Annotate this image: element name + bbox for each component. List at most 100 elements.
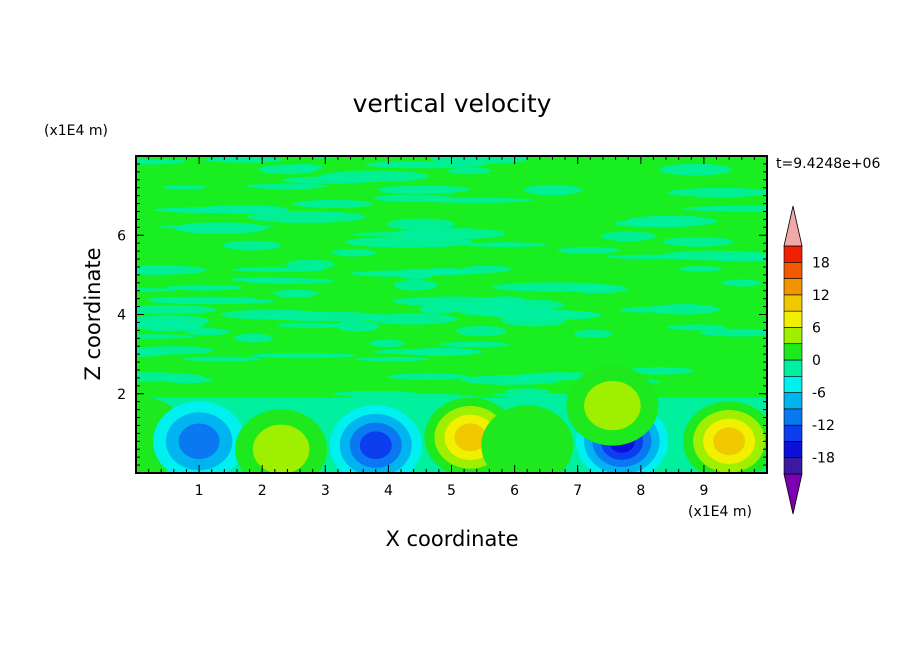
colorbar-tick-label: 6 xyxy=(812,320,821,336)
texture-streak xyxy=(136,334,196,339)
texture-streak xyxy=(386,373,470,380)
texture-streak xyxy=(222,240,282,251)
texture-streak xyxy=(484,299,565,311)
contour-level xyxy=(252,424,310,473)
texture-streak xyxy=(165,284,242,291)
contour-level xyxy=(359,431,392,460)
texture-streak xyxy=(464,242,548,248)
texture-streak xyxy=(162,376,213,384)
x-axis-title: X coordinate xyxy=(385,527,518,551)
texture-streak xyxy=(646,304,720,315)
colorbar-tick-label: 18 xyxy=(812,255,830,271)
y-tick-label: 4 xyxy=(117,308,126,324)
texture-streak xyxy=(174,222,267,235)
colorbar-tick-label: 0 xyxy=(812,353,821,369)
colorbar-segment xyxy=(783,245,803,263)
texture-streak xyxy=(699,328,767,337)
texture-streak xyxy=(248,353,357,359)
texture-streak xyxy=(605,254,694,260)
texture-streak xyxy=(332,390,419,397)
texture-streak xyxy=(416,197,534,203)
texture-streak xyxy=(431,156,529,164)
colorbar-segment xyxy=(783,359,803,377)
x-tick-label: 8 xyxy=(636,483,645,499)
texture-streak xyxy=(666,324,727,331)
texture-streak xyxy=(463,265,512,273)
updraft-cell xyxy=(235,409,328,473)
contour-level xyxy=(178,423,220,460)
colorbar-segment xyxy=(783,278,803,296)
texture-streak xyxy=(354,357,429,362)
texture-streak xyxy=(461,375,563,385)
texture-streak xyxy=(600,231,656,242)
y-axis-title: Z coordinate xyxy=(81,247,105,380)
texture-streak xyxy=(523,184,582,196)
texture-streak xyxy=(368,339,405,348)
x-tick-label: 5 xyxy=(447,483,456,499)
colorbar-segment xyxy=(783,343,803,361)
x-axis-ticks: 1 2 3 4 5 6 7 8 9 xyxy=(135,156,768,499)
texture-streak xyxy=(682,205,767,212)
texture-streak xyxy=(369,313,458,325)
colorbar-tick-label: 12 xyxy=(812,288,830,304)
texture-streak xyxy=(625,215,717,227)
x-tick-label: 4 xyxy=(384,483,393,499)
x-tick-label: 6 xyxy=(510,483,519,499)
y-unit-label: (x1E4 m) xyxy=(44,123,108,139)
x-tick-label: 1 xyxy=(195,483,204,499)
texture-streak xyxy=(373,348,485,355)
updraft-cell xyxy=(566,365,659,446)
texture-streak xyxy=(136,265,207,275)
colorbar-tick-label: -12 xyxy=(812,418,835,434)
texture-streak xyxy=(396,268,435,279)
texture-streak xyxy=(569,284,628,294)
colorbar-max-triangle xyxy=(783,205,803,247)
contour-level xyxy=(713,427,746,456)
colorbar-segment xyxy=(783,294,803,312)
texture-streak xyxy=(136,158,187,165)
texture-streak xyxy=(247,211,366,223)
texture-streak xyxy=(557,246,620,254)
texture-streak xyxy=(286,259,335,270)
texture-streak xyxy=(136,305,217,315)
texture-streak xyxy=(440,341,510,348)
downdraft-cell xyxy=(153,401,246,473)
colorbar-segment xyxy=(783,424,803,442)
texture-streak xyxy=(504,388,550,395)
texture-streak xyxy=(184,328,230,336)
texture-streak xyxy=(336,320,380,332)
contour-level xyxy=(481,405,574,473)
colorbar-min-triangle xyxy=(783,473,803,515)
texture-streak xyxy=(344,236,474,248)
texture-streak xyxy=(331,248,377,257)
texture-streak xyxy=(708,254,767,262)
texture-streak xyxy=(393,279,438,291)
texture-streak xyxy=(258,164,318,175)
x-tick-label: 7 xyxy=(573,483,582,499)
texture-streak xyxy=(136,346,214,355)
colorbar-segment xyxy=(783,441,803,459)
texture-streak xyxy=(204,156,283,163)
texture-streak xyxy=(659,163,732,176)
texture-streak xyxy=(320,170,429,182)
contour-level xyxy=(584,381,641,431)
downdraft-cell xyxy=(329,405,422,473)
y-tick-label: 6 xyxy=(117,228,126,244)
colorbar-segment xyxy=(783,327,803,345)
y-axis-ticks: 2 4 6 xyxy=(117,155,767,474)
chart-title: vertical velocity xyxy=(353,89,552,118)
texture-streak xyxy=(136,319,203,332)
updraft-cell xyxy=(683,401,767,473)
texture-streak xyxy=(477,311,595,317)
texture-streak xyxy=(386,218,456,231)
texture-streak xyxy=(666,187,767,198)
texture-streak xyxy=(245,183,328,190)
texture-streak xyxy=(146,296,256,302)
texture-streak xyxy=(721,279,762,287)
texture-streak xyxy=(625,367,695,375)
texture-streak xyxy=(162,184,207,190)
texture-streak xyxy=(136,288,177,293)
texture-streak xyxy=(231,267,327,273)
texture-streak xyxy=(273,289,319,298)
